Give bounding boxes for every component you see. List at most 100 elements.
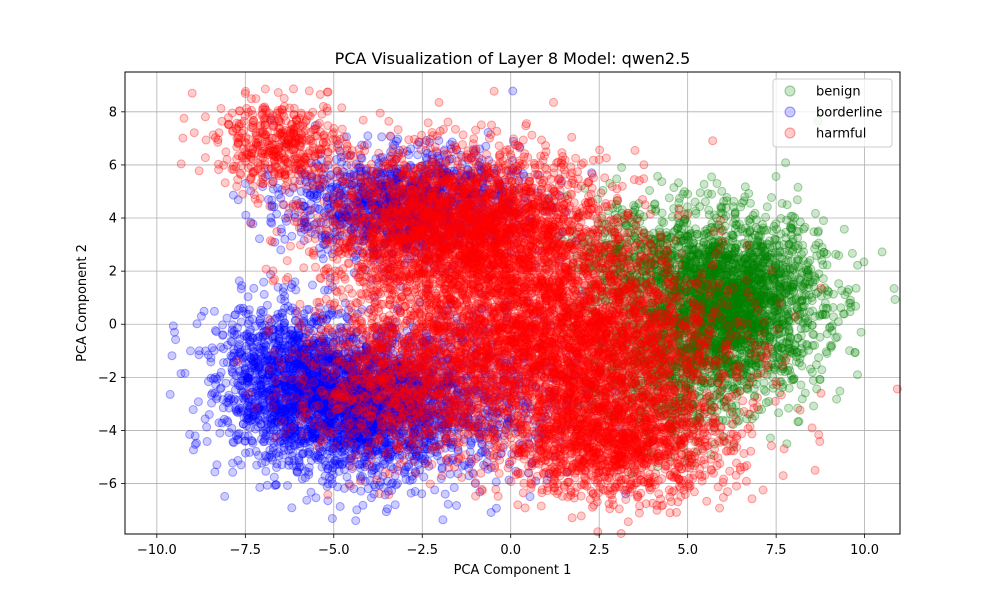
point-benign xyxy=(803,266,813,276)
point-benign xyxy=(732,339,742,349)
point-benign xyxy=(745,341,755,351)
point-benign xyxy=(772,343,782,353)
point-benign xyxy=(743,357,753,366)
point-benign xyxy=(723,254,733,264)
point-borderline xyxy=(188,405,198,415)
point-benign xyxy=(810,340,820,350)
point-borderline xyxy=(252,460,262,470)
point-benign xyxy=(667,362,677,372)
series-benign xyxy=(510,116,900,478)
point-benign xyxy=(681,276,691,286)
point-borderline xyxy=(335,502,345,511)
point-benign xyxy=(703,283,713,293)
point-benign xyxy=(783,344,793,354)
point-benign xyxy=(731,296,741,306)
point-benign xyxy=(856,327,866,337)
point-borderline xyxy=(262,480,272,490)
point-benign xyxy=(818,274,828,284)
point-benign xyxy=(767,295,777,305)
point-benign xyxy=(814,353,824,363)
point-benign xyxy=(771,172,781,181)
point-benign xyxy=(847,248,857,258)
point-benign xyxy=(733,278,743,288)
point-benign xyxy=(664,315,674,325)
point-benign xyxy=(721,302,731,312)
point-benign xyxy=(784,325,794,334)
point-benign xyxy=(787,296,797,306)
point-benign xyxy=(736,202,746,212)
point-benign xyxy=(743,268,753,278)
point-benign xyxy=(786,371,796,381)
point-benign xyxy=(744,189,754,198)
point-benign xyxy=(733,343,742,352)
point-benign xyxy=(742,259,752,269)
point-benign xyxy=(640,257,650,266)
point-benign xyxy=(799,291,809,301)
point-benign xyxy=(750,274,760,284)
point-benign xyxy=(789,287,799,297)
point-benign xyxy=(699,179,709,189)
point-benign xyxy=(727,230,737,240)
point-benign xyxy=(808,376,818,385)
point-benign xyxy=(798,240,808,250)
point-benign xyxy=(673,222,683,232)
point-benign xyxy=(821,347,831,357)
point-benign xyxy=(716,321,726,331)
point-borderline xyxy=(381,507,391,517)
point-benign xyxy=(758,242,768,252)
point-benign xyxy=(815,311,825,321)
point-benign xyxy=(753,224,763,234)
point-benign xyxy=(780,281,790,291)
point-benign xyxy=(834,279,844,289)
point-benign xyxy=(759,285,769,295)
point-benign xyxy=(737,271,747,280)
point-benign xyxy=(794,255,804,265)
point-benign xyxy=(747,258,757,268)
point-benign xyxy=(653,171,663,181)
point-benign xyxy=(719,196,729,206)
point-benign xyxy=(813,227,823,237)
point-benign xyxy=(771,235,781,245)
point-benign xyxy=(707,189,717,199)
point-benign xyxy=(704,245,714,255)
point-benign xyxy=(738,250,748,260)
point-benign xyxy=(795,353,805,363)
point-benign xyxy=(890,295,900,304)
point-benign xyxy=(710,331,719,341)
point-benign xyxy=(722,283,732,293)
point-benign xyxy=(796,380,806,390)
point-benign xyxy=(679,288,689,297)
point-benign xyxy=(646,238,656,248)
point-benign xyxy=(832,394,842,404)
point-benign xyxy=(700,253,710,263)
point-benign xyxy=(729,218,738,228)
point-benign xyxy=(729,302,738,312)
point-benign xyxy=(683,189,693,199)
point-benign xyxy=(809,401,819,411)
point-benign xyxy=(784,403,794,413)
point-benign xyxy=(762,252,772,262)
point-benign xyxy=(703,356,713,366)
point-benign xyxy=(811,208,820,218)
point-benign xyxy=(712,289,722,299)
point-benign xyxy=(842,287,852,297)
point-benign xyxy=(742,228,752,238)
point-benign xyxy=(771,313,781,323)
point-benign xyxy=(736,334,746,344)
point-benign xyxy=(664,193,674,203)
point-benign xyxy=(828,303,838,312)
point-benign xyxy=(745,198,755,208)
point-benign xyxy=(714,236,723,246)
grid-lines xyxy=(125,72,900,534)
point-benign xyxy=(793,227,803,237)
point-benign xyxy=(786,223,796,233)
point-benign xyxy=(741,277,751,287)
point-benign xyxy=(695,188,705,198)
point-benign xyxy=(782,215,792,225)
point-benign xyxy=(744,216,754,225)
point-benign xyxy=(704,205,714,215)
point-benign xyxy=(701,308,711,318)
point-benign xyxy=(752,240,762,249)
point-benign xyxy=(754,359,764,368)
point-benign xyxy=(819,216,828,226)
